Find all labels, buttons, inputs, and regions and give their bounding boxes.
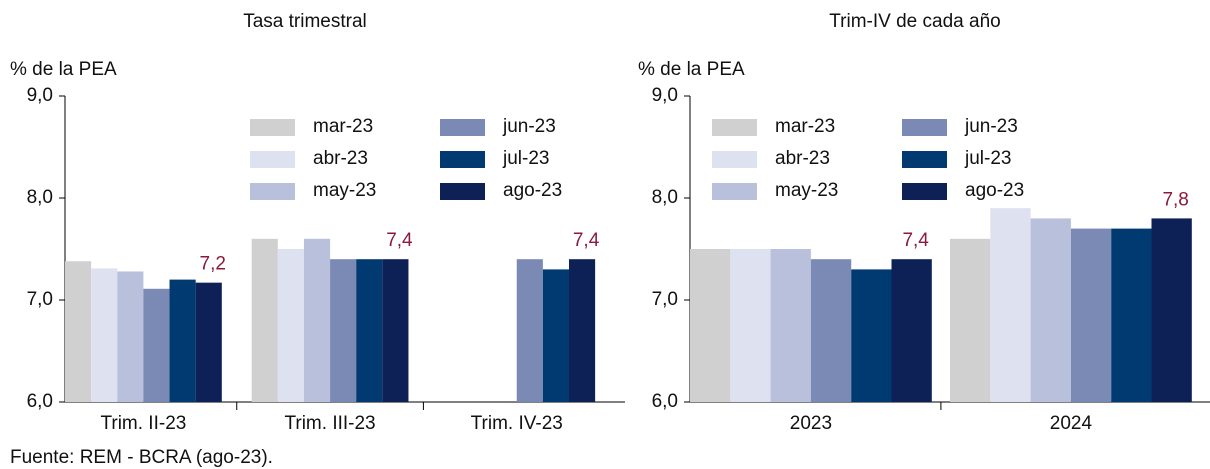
bar: [730, 249, 771, 402]
legend-label: ago-23: [965, 180, 1024, 201]
legend-swatch: [440, 119, 485, 136]
bar: [65, 261, 92, 402]
legend-swatch: [440, 183, 485, 200]
bar: [950, 238, 991, 402]
y-tick-label: 9,0: [27, 85, 53, 106]
legend-label: abr-23: [313, 148, 368, 169]
y-tick-label: 6,0: [652, 391, 678, 412]
y-tick-label: 7,0: [652, 289, 678, 310]
bar: [851, 269, 892, 402]
value-label: 7,4: [902, 230, 929, 251]
legend-swatch: [902, 119, 947, 136]
y-tick-label: 8,0: [27, 187, 53, 208]
legend-swatch: [902, 183, 947, 200]
legend-swatch: [250, 183, 295, 200]
bar: [91, 268, 118, 402]
y-tick-label: 7,0: [27, 289, 53, 310]
x-tick-label: Trim. III-23: [284, 413, 375, 434]
bar: [810, 259, 852, 402]
y-tick-label: 6,0: [27, 391, 53, 412]
legend-swatch: [712, 151, 757, 168]
legend-swatch: [250, 151, 295, 168]
bar: [1151, 218, 1192, 402]
bar: [690, 249, 731, 402]
value-label: 7,4: [386, 230, 413, 251]
y-axis-label: % de la PEA: [10, 59, 117, 80]
legend-swatch: [712, 183, 757, 200]
bar: [169, 279, 196, 402]
bar: [303, 238, 331, 402]
source-note: Fuente: REM - BCRA (ago-23).: [10, 447, 273, 468]
chart-title: Trim-IV de cada año: [829, 11, 1000, 32]
legend-swatch: [902, 151, 947, 168]
legend-label: jul-23: [502, 148, 549, 169]
legend-label: may-23: [775, 180, 838, 201]
bar: [356, 259, 383, 402]
bar: [382, 259, 409, 402]
y-tick-label: 8,0: [652, 187, 678, 208]
value-label: 7,4: [573, 230, 600, 251]
legend-swatch: [250, 119, 295, 136]
x-tick-label: Trim. II-23: [100, 413, 186, 434]
bar: [1111, 228, 1152, 402]
legend-label: ago-23: [503, 180, 562, 201]
x-tick-label: Trim. IV-23: [471, 413, 563, 434]
legend-label: mar-23: [775, 116, 835, 137]
legend-label: abr-23: [775, 148, 830, 169]
bar: [542, 269, 569, 402]
bar: [117, 271, 144, 402]
bar: [1070, 228, 1112, 402]
bar: [195, 282, 222, 402]
legend-label: jun-23: [502, 116, 556, 137]
legend-label: mar-23: [313, 116, 373, 137]
bar: [277, 249, 304, 402]
y-tick-label: 9,0: [652, 85, 678, 106]
chart-title: Tasa trimestral: [243, 11, 367, 32]
bar: [770, 249, 811, 402]
value-label: 7,8: [1162, 189, 1188, 210]
bar: [251, 238, 278, 402]
legend-label: jun-23: [964, 116, 1018, 137]
y-axis-label: % de la PEA: [638, 59, 745, 80]
x-tick-label: 2023: [790, 413, 832, 434]
bar: [891, 259, 932, 402]
bar: [569, 259, 596, 402]
legend-label: may-23: [313, 180, 376, 201]
legend-swatch: [712, 119, 757, 136]
value-label: 7,2: [200, 254, 226, 275]
legend-swatch: [440, 151, 485, 168]
bar: [143, 288, 170, 402]
bar: [990, 208, 1031, 402]
legend-label: jul-23: [964, 148, 1011, 169]
x-tick-label: 2024: [1050, 413, 1093, 434]
bar: [516, 259, 543, 402]
bar: [1030, 218, 1071, 402]
bar: [330, 259, 357, 402]
